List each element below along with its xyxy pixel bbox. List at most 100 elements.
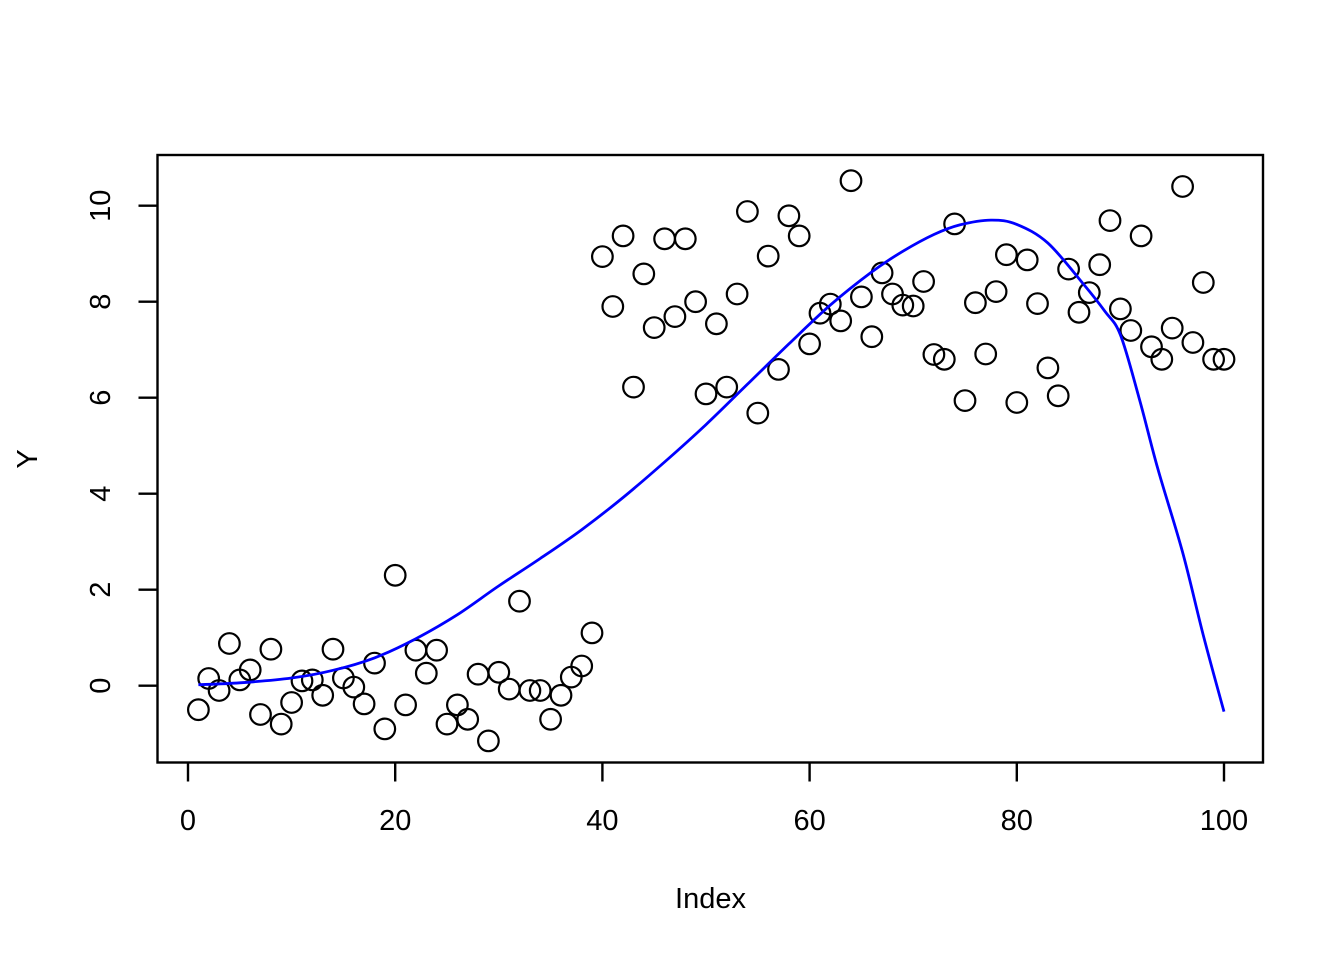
data-point (528, 679, 552, 702)
y-tick-label: 8 (85, 294, 117, 310)
x-tick-label: 20 (379, 805, 411, 837)
data-point (487, 660, 511, 684)
data-point (715, 375, 739, 399)
data-point (705, 312, 728, 336)
data-point (217, 632, 241, 655)
data-point (477, 729, 500, 753)
data-point (653, 227, 676, 251)
data-point (953, 389, 977, 413)
data-point (1171, 175, 1194, 198)
data-point (456, 707, 480, 731)
data-point (964, 291, 987, 315)
data-point (601, 295, 625, 318)
data-point (974, 342, 998, 366)
data-point (321, 637, 345, 661)
data-point (642, 316, 666, 340)
data-point (694, 382, 718, 406)
data-point (414, 661, 438, 685)
data-point (922, 343, 946, 366)
y-axis-title: Y (12, 449, 44, 468)
data-point (777, 204, 801, 228)
x-tick-label: 40 (586, 805, 618, 837)
data-point (622, 375, 645, 399)
data-point (290, 669, 314, 693)
y-tick-label: 6 (85, 390, 117, 406)
data-point (342, 675, 366, 699)
data-point (1212, 347, 1236, 371)
x-axis-ticks: 0 20 40 60 80 100 (180, 762, 1248, 837)
data-point (1005, 391, 1029, 414)
data-point (901, 294, 925, 318)
data-point (300, 668, 324, 692)
data-point (787, 224, 811, 248)
data-point (798, 332, 821, 356)
data-point (425, 638, 449, 662)
data-point (829, 309, 853, 333)
data-point (1046, 384, 1070, 408)
data-point (984, 280, 1008, 304)
data-point (1150, 347, 1174, 371)
data-point (383, 563, 407, 587)
data-point (1108, 297, 1132, 321)
data-point (611, 224, 635, 248)
plot-border-box (156, 153, 1265, 764)
y-tick-label: 0 (85, 678, 117, 694)
data-point (736, 200, 759, 223)
data-point (1036, 356, 1060, 380)
data-point (570, 654, 594, 678)
data-point (446, 693, 469, 717)
data-point (394, 693, 418, 717)
x-tick-label: 60 (793, 805, 825, 837)
fit-curve-group (198, 218, 1226, 712)
data-point (891, 293, 915, 317)
data-point (238, 658, 262, 682)
data-point (932, 347, 956, 371)
data-point (1077, 281, 1101, 305)
y-tick-label: 10 (85, 190, 117, 222)
data-point (259, 637, 283, 661)
data-point (518, 679, 542, 702)
data-point (1140, 335, 1163, 359)
data-point (352, 692, 376, 716)
data-point (435, 712, 459, 736)
data-point (912, 270, 935, 293)
data-point (1057, 257, 1080, 281)
x-axis-title: Index (675, 883, 746, 915)
data-point (539, 707, 562, 731)
y-tick-label: 2 (85, 582, 117, 598)
data-point (280, 691, 304, 714)
data-point (1202, 347, 1225, 371)
data-point (1067, 300, 1091, 324)
y-axis-ticks: 0 2 4 6 8 10 (85, 190, 158, 694)
scatter-points-group (186, 169, 1236, 753)
x-tick-label: 100 (1200, 805, 1248, 837)
data-point (508, 589, 531, 613)
data-point (1119, 319, 1143, 342)
data-point (1191, 271, 1215, 294)
fit-curve-line (198, 218, 1226, 712)
data-point (466, 662, 490, 686)
data-point (207, 679, 231, 702)
data-point (363, 651, 386, 675)
data-point (850, 285, 873, 309)
data-point (839, 169, 863, 193)
data-point (1015, 248, 1039, 272)
data-point (1088, 253, 1112, 277)
data-point (860, 325, 884, 349)
data-point (373, 717, 397, 741)
data-point (186, 698, 210, 722)
data-point (580, 621, 604, 645)
data-point (1181, 331, 1205, 354)
data-point (632, 262, 656, 286)
data-point (673, 227, 697, 251)
data-point (549, 683, 573, 707)
data-point (818, 292, 842, 316)
x-tick-label: 0 (180, 805, 196, 837)
data-point (756, 244, 780, 268)
data-point (725, 282, 749, 306)
y-tick-label: 4 (85, 486, 117, 502)
data-point (311, 683, 335, 707)
data-point (995, 243, 1018, 267)
data-point (1160, 316, 1184, 340)
